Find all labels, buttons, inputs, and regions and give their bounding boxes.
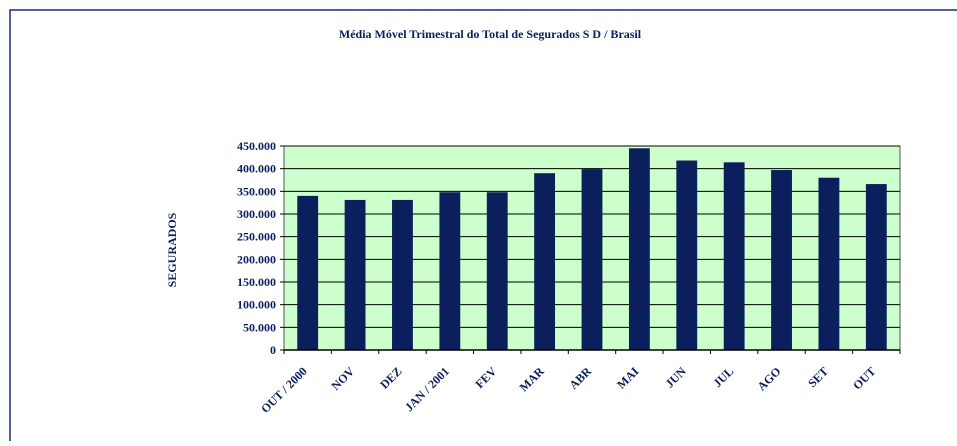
y-axis-label: SEGURADOS xyxy=(165,212,179,287)
bar xyxy=(771,170,792,350)
bar xyxy=(534,173,556,350)
bar xyxy=(628,148,650,350)
bar xyxy=(439,192,461,350)
y-tick-label: 100.000 xyxy=(237,298,276,312)
y-tick-label: 450.000 xyxy=(237,139,276,153)
bar xyxy=(723,162,745,350)
y-tick-label: 0 xyxy=(270,343,276,357)
bar xyxy=(865,184,887,350)
y-tick-label: 50.000 xyxy=(243,320,276,334)
bar xyxy=(676,160,698,350)
bar xyxy=(392,199,413,350)
y-tick-label: 300.000 xyxy=(237,207,276,221)
chart-title: Média Móvel Trimestral do Total de Segur… xyxy=(339,27,642,41)
y-tick-label: 350.000 xyxy=(237,184,276,198)
bar xyxy=(297,195,319,350)
y-tick-label: 150.000 xyxy=(237,275,276,289)
bar xyxy=(344,199,366,350)
bar xyxy=(818,177,840,350)
bar xyxy=(581,169,603,350)
y-tick-label: 200.000 xyxy=(237,252,276,266)
bar xyxy=(486,192,508,350)
y-tick-label: 400.000 xyxy=(237,162,276,176)
y-tick-label: 250.000 xyxy=(237,230,276,244)
